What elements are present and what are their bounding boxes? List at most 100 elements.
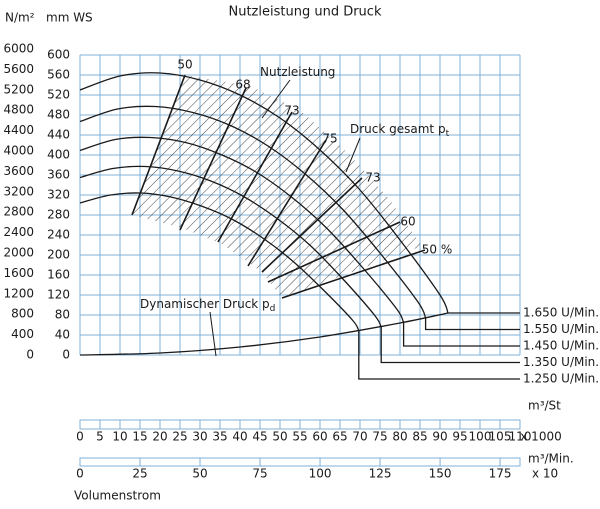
y2-tick-label: 3600 [3, 164, 34, 178]
y2-tick-label: 1200 [3, 286, 34, 300]
x-axis-label: Volumenstrom [74, 489, 161, 503]
y-tick-label: 360 [47, 168, 70, 182]
y-tick-label: 280 [47, 208, 70, 222]
efficiency-line [217, 111, 293, 243]
speed-label: 1.350 U/Min. [523, 355, 599, 369]
x-tick-label: 15 [132, 430, 147, 444]
x-tick-label: 80 [392, 430, 407, 444]
efficiency-lines [131, 74, 426, 299]
x-tick-label: 10 [112, 430, 127, 444]
x-tick-label: 20 [152, 430, 167, 444]
speed-connector [424, 318, 520, 331]
x-tick-label: 35 [212, 430, 227, 444]
speed-connector [380, 327, 520, 364]
efficiency-label: 60 [400, 215, 415, 229]
x2-tick-label: 50 [192, 467, 207, 481]
x2-multiplier: x 10 [532, 467, 558, 481]
y2-unit: N/m² [5, 11, 35, 25]
y2-tick-label: 6000 [3, 42, 34, 56]
y-tick-label: 480 [47, 108, 70, 122]
x-tick-label: 105 [489, 430, 512, 444]
annotation-text: Druck gesamt p [350, 122, 446, 136]
x-tick-label: 50 [272, 430, 287, 444]
y-tick-label: 240 [47, 228, 70, 242]
y-tick-label: 0 [62, 348, 70, 362]
efficiency-label: 50 [177, 58, 192, 72]
x-tick-label: 25 [172, 430, 187, 444]
x-tick-label: 0 [76, 430, 84, 444]
x2-unit: m³/Min. [528, 452, 574, 466]
speed-label: 1.550 U/Min. [523, 322, 599, 336]
y-tick-label: 320 [47, 188, 70, 202]
curve [79, 192, 360, 332]
x2-tick-label: 25 [132, 467, 147, 481]
y2-tick-label: 2000 [3, 246, 34, 260]
x-tick-label: 60 [312, 430, 327, 444]
annotation-text: Nutzleistung [260, 65, 335, 79]
x-tick-label: 45 [252, 430, 267, 444]
arrow [345, 137, 361, 173]
x-tick-label: 75 [372, 430, 387, 444]
curve-label-sub: d [270, 304, 276, 314]
arrow [261, 79, 291, 119]
curve [79, 105, 427, 319]
efficiency-line [131, 74, 186, 216]
x-tick-label: 40 [232, 430, 247, 444]
efficiency-label: 50 % [422, 243, 453, 257]
curve [79, 72, 449, 314]
y-tick-label: 440 [47, 128, 70, 142]
efficiency-line [267, 221, 401, 283]
x-tick-label: 70 [352, 430, 367, 444]
y-tick-label: 600 [47, 48, 70, 62]
x2-tick-label: 175 [489, 467, 512, 481]
y2-tick-label: 400 [11, 327, 34, 341]
annotation: Druck gesamt pt [350, 122, 450, 139]
efficiency-label: 68 [235, 78, 250, 92]
efficiency-label: 73 [365, 171, 380, 185]
x-unit: m³/St [528, 399, 561, 413]
speed-label: 1.450 U/Min. [523, 339, 599, 353]
y2-tick-label: 800 [11, 307, 34, 321]
x2-tick-label: 75 [252, 467, 267, 481]
y2-tick-label: 1600 [3, 266, 34, 280]
y2-tick-label: 5600 [3, 62, 34, 76]
x-tick-label: 30 [192, 430, 207, 444]
efficiency-label: 75 [322, 132, 337, 146]
y2-tick-label: 4400 [3, 123, 34, 137]
y-tick-label: 560 [47, 68, 70, 82]
axis-bar [79, 457, 521, 467]
y2-tick-label: 5200 [3, 82, 34, 96]
speed-label: 1.250 U/Min. [523, 372, 599, 386]
x2-tick-label: 125 [369, 467, 392, 481]
x-tick-label: 55 [292, 430, 307, 444]
y-tick-label: 120 [47, 288, 70, 302]
x-multiplier: x 1000 [520, 430, 561, 444]
efficiency-line [247, 139, 327, 267]
x2-tick-label: 150 [429, 467, 452, 481]
x-tick-label: 110 [509, 430, 532, 444]
efficiency-line [179, 87, 247, 231]
y-tick-label: 200 [47, 248, 70, 262]
curve [79, 165, 382, 328]
x-tick-label: 100 [469, 430, 492, 444]
speed-connector [358, 331, 520, 380]
y2-tick-label: 4800 [3, 103, 34, 117]
y-unit: mm WS [46, 11, 93, 25]
curve [79, 312, 449, 356]
speed-connector [402, 322, 520, 347]
curve-label: Dynamischer Druck pd [140, 297, 275, 314]
y-tick-label: 400 [47, 148, 70, 162]
efficiency-line [261, 177, 363, 273]
annotation-sub: t [446, 129, 450, 139]
x2-tick-label: 0 [76, 467, 84, 481]
y2-tick-label: 2800 [3, 205, 34, 219]
curve [79, 136, 405, 323]
y2-tick-label: 0 [26, 348, 34, 362]
annotation: Nutzleistung [260, 65, 335, 79]
efficiency-line [281, 249, 426, 299]
chart-title: Nutzleistung und Druck [229, 5, 382, 20]
x-tick-label: 95 [452, 430, 467, 444]
x-tick-label: 65 [332, 430, 347, 444]
speed-label: 1.650 U/Min. [523, 306, 599, 320]
